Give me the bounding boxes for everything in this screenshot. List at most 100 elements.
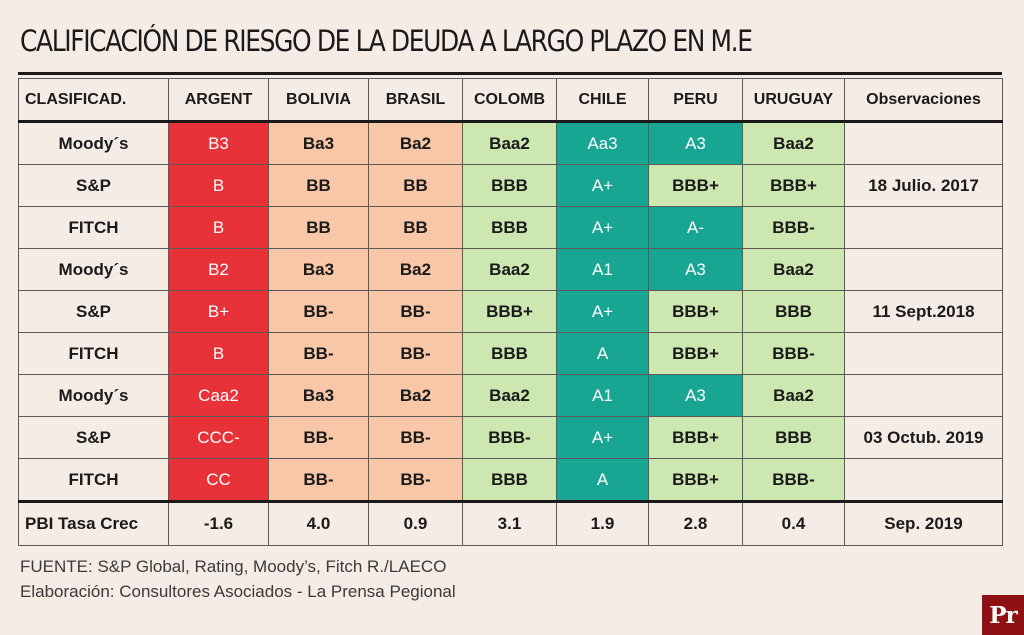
- observation-cell: [844, 332, 1003, 375]
- rating-cell: BB-: [268, 290, 369, 333]
- rating-row: FITCH CC BB- BB- BBB A BBB+ BBB-: [18, 458, 1003, 502]
- pbi-label: PBI Tasa Crec: [18, 500, 169, 546]
- rating-cell: BBB: [742, 290, 845, 333]
- rating-cell: BBB: [742, 416, 845, 459]
- pbi-value: 3.1: [462, 500, 557, 546]
- rating-cell: Baa2: [462, 120, 557, 165]
- pr-logo-icon: Pr: [982, 595, 1024, 635]
- rating-row: FITCH B BB BB BBB A+ A- BBB-: [18, 206, 1003, 249]
- column-header: BOLIVIA: [268, 78, 369, 122]
- rating-cell: Ba3: [268, 248, 369, 291]
- agency-label: FITCH: [18, 332, 169, 375]
- agency-label: Moody´s: [18, 374, 169, 417]
- rating-cell: BB-: [268, 332, 369, 375]
- rating-cell: BBB+: [648, 290, 743, 333]
- agency-label: S&P: [18, 416, 169, 459]
- rating-cell: BB-: [268, 416, 369, 459]
- column-header: CLASIFICAD.: [18, 78, 169, 122]
- pbi-value: 0.9: [368, 500, 463, 546]
- rating-cell: BBB: [462, 206, 557, 249]
- rating-cell: Baa2: [742, 120, 845, 165]
- rating-row: S&P CCC- BB- BB- BBB- A+ BBB+ BBB 03 Octub. 2019: [18, 416, 1003, 459]
- credit-note: Elaboración: Consultores Asociados - La …: [20, 582, 456, 601]
- observation-cell: [844, 120, 1003, 165]
- observation-cell: 11 Sept.2018: [844, 290, 1003, 333]
- rating-cell: B: [168, 206, 269, 249]
- rating-cell: Ba3: [268, 120, 369, 165]
- ratings-table: CLASIFICAD. ARGENT BOLIVIA BRASIL COLOMB…: [18, 78, 1003, 546]
- rating-cell: A: [556, 458, 649, 502]
- rating-cell: Ba2: [368, 120, 463, 165]
- rating-cell: A-: [648, 206, 743, 249]
- rating-cell: BB: [368, 164, 463, 207]
- rating-cell: Baa2: [742, 374, 845, 417]
- rating-cell: CCC-: [168, 416, 269, 459]
- rating-cell: BB-: [268, 458, 369, 502]
- column-header: CHILE: [556, 78, 649, 122]
- table-header-row: CLASIFICAD. ARGENT BOLIVIA BRASIL COLOMB…: [18, 78, 1003, 122]
- rating-row: S&P B+ BB- BB- BBB+ A+ BBB+ BBB 11 Sept.2018: [18, 290, 1003, 333]
- rating-cell: A3: [648, 374, 743, 417]
- column-header: PERU: [648, 78, 743, 122]
- rating-row: S&P B BB BB BBB A+ BBB+ BBB+ 18 Julio. 2017: [18, 164, 1003, 207]
- rating-cell: BBB+: [648, 458, 743, 502]
- rating-cell: Caa2: [168, 374, 269, 417]
- observation-cell: [844, 206, 1003, 249]
- rating-cell: BB-: [368, 332, 463, 375]
- rating-cell: A+: [556, 290, 649, 333]
- column-header: Observaciones: [844, 78, 1003, 122]
- title-divider: [18, 72, 1002, 75]
- observation-cell: [844, 374, 1003, 417]
- rating-cell: Aa3: [556, 120, 649, 165]
- pbi-value: -1.6: [168, 500, 269, 546]
- rating-cell: Ba3: [268, 374, 369, 417]
- rating-cell: A1: [556, 374, 649, 417]
- rating-cell: BB: [368, 206, 463, 249]
- rating-row: FITCH B BB- BB- BBB A BBB+ BBB-: [18, 332, 1003, 375]
- rating-cell: BBB: [462, 164, 557, 207]
- pbi-value: 0.4: [742, 500, 845, 546]
- pbi-observation: Sep. 2019: [844, 500, 1003, 546]
- pbi-growth-row: PBI Tasa Crec -1.6 4.0 0.9 3.1 1.9 2.8 0…: [18, 500, 1003, 546]
- rating-cell: BBB+: [462, 290, 557, 333]
- rating-row: Moody´s B3 Ba3 Ba2 Baa2 Aa3 A3 Baa2: [18, 120, 1003, 165]
- rating-cell: BBB-: [462, 416, 557, 459]
- rating-cell: B: [168, 164, 269, 207]
- rating-cell: BBB+: [648, 332, 743, 375]
- rating-cell: BB: [268, 164, 369, 207]
- rating-cell: A+: [556, 416, 649, 459]
- column-header: ARGENT: [168, 78, 269, 122]
- column-header: BRASIL: [368, 78, 463, 122]
- rating-cell: BB: [268, 206, 369, 249]
- chart-title: CALIFICACIÓN DE RIESGO DE LA DEUDA A LAR…: [20, 24, 753, 58]
- pbi-value: 4.0: [268, 500, 369, 546]
- rating-cell: A1: [556, 248, 649, 291]
- agency-label: S&P: [18, 290, 169, 333]
- agency-label: Moody´s: [18, 248, 169, 291]
- rating-cell: A3: [648, 120, 743, 165]
- rating-cell: A: [556, 332, 649, 375]
- rating-cell: BB-: [368, 458, 463, 502]
- column-header: COLOMB: [462, 78, 557, 122]
- rating-cell: BB-: [368, 290, 463, 333]
- rating-cell: B+: [168, 290, 269, 333]
- rating-cell: BBB-: [742, 206, 845, 249]
- rating-cell: BBB-: [742, 332, 845, 375]
- rating-cell: Baa2: [462, 248, 557, 291]
- rating-cell: CC: [168, 458, 269, 502]
- rating-cell: Baa2: [742, 248, 845, 291]
- rating-cell: Ba2: [368, 374, 463, 417]
- agency-label: FITCH: [18, 458, 169, 502]
- agency-label: Moody´s: [18, 120, 169, 165]
- pbi-value: 1.9: [556, 500, 649, 546]
- rating-row: Moody´s B2 Ba3 Ba2 Baa2 A1 A3 Baa2: [18, 248, 1003, 291]
- rating-cell: Ba2: [368, 248, 463, 291]
- source-note: FUENTE: S&P Global, Rating, Moody’s, Fit…: [20, 557, 447, 576]
- rating-cell: B2: [168, 248, 269, 291]
- agency-label: FITCH: [18, 206, 169, 249]
- rating-cell: A+: [556, 164, 649, 207]
- rating-cell: BB-: [368, 416, 463, 459]
- observation-cell: 18 Julio. 2017: [844, 164, 1003, 207]
- rating-cell: BBB+: [742, 164, 845, 207]
- rating-cell: A3: [648, 248, 743, 291]
